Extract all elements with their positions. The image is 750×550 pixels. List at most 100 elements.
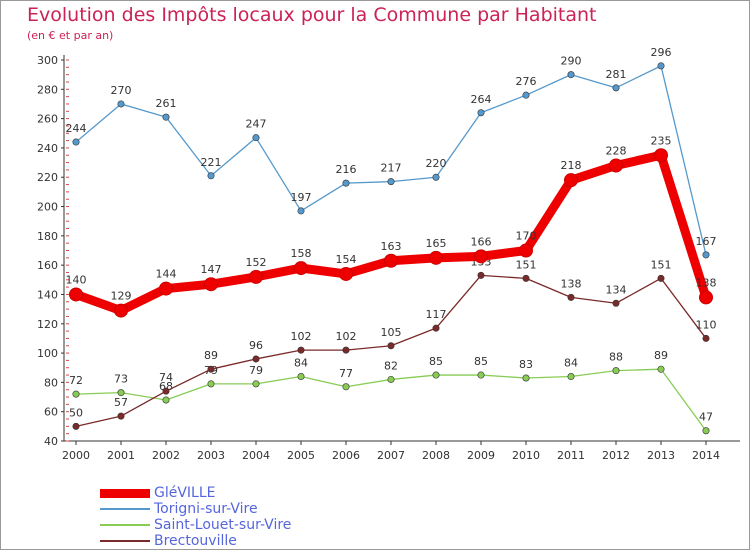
x-tick-label: 2012 [602, 449, 630, 462]
data-label: 57 [114, 396, 128, 409]
data-point [702, 251, 710, 259]
data-point [387, 178, 395, 186]
y-tick-label: 80 [44, 376, 58, 389]
data-label: 79 [249, 364, 263, 377]
data-label: 83 [519, 358, 533, 371]
data-label: 247 [246, 118, 267, 131]
data-label: 270 [111, 84, 132, 97]
y-tick-label: 200 [37, 201, 58, 214]
data-point [339, 266, 353, 281]
data-label: 89 [204, 349, 218, 362]
data-label: 138 [561, 277, 582, 290]
x-tick-label: 2013 [647, 449, 675, 462]
data-point [162, 387, 170, 395]
data-label: 216 [336, 163, 357, 176]
data-point [162, 396, 170, 404]
data-point [72, 390, 80, 398]
data-label: 235 [651, 134, 672, 147]
data-label: 290 [561, 55, 582, 68]
data-point [297, 346, 305, 354]
data-label: 261 [156, 97, 177, 110]
legend-swatch [100, 508, 150, 510]
data-point [609, 158, 623, 173]
data-label: 74 [159, 371, 173, 384]
data-label: 110 [696, 318, 717, 331]
data-point [207, 380, 215, 388]
x-tick-label: 2011 [557, 449, 585, 462]
data-label: 281 [606, 68, 627, 81]
data-label: 77 [339, 367, 353, 380]
data-label: 197 [291, 191, 312, 204]
y-tick-label: 280 [37, 83, 58, 96]
data-label: 296 [651, 46, 672, 59]
data-point [162, 113, 170, 121]
data-label: 84 [564, 357, 578, 370]
data-point [387, 375, 395, 383]
data-label: 88 [609, 351, 623, 364]
data-point [477, 371, 485, 379]
data-label: 85 [474, 355, 488, 368]
data-label: 218 [561, 159, 582, 172]
data-point [702, 427, 710, 435]
data-label: 163 [381, 240, 402, 253]
data-point [432, 173, 440, 181]
data-label: 47 [699, 411, 713, 424]
data-label: 117 [426, 308, 447, 321]
data-point [522, 274, 530, 282]
data-label: 158 [291, 247, 312, 260]
data-label: 140 [66, 273, 87, 286]
data-point [342, 383, 350, 391]
data-point [564, 173, 578, 188]
data-point [522, 91, 530, 99]
y-tick-label: 120 [37, 318, 58, 331]
data-label: 129 [111, 290, 132, 303]
x-tick-label: 2005 [287, 449, 315, 462]
data-point [612, 299, 620, 307]
data-label: 151 [516, 258, 537, 271]
data-label: 276 [516, 75, 537, 88]
data-point [567, 373, 575, 381]
x-tick-label: 2003 [197, 449, 225, 462]
x-tick-label: 2014 [692, 449, 720, 462]
data-label: 220 [426, 157, 447, 170]
data-point [252, 355, 260, 363]
data-point [252, 380, 260, 388]
data-label: 82 [384, 359, 398, 372]
y-tick-label: 240 [37, 142, 58, 155]
line-chart: 40 60 80 100 120 140 160 180 200 220 240 260 280 300 2… [37, 46, 740, 462]
data-point [477, 109, 485, 117]
x-tick-label: 2004 [242, 449, 270, 462]
data-label: 144 [156, 268, 177, 281]
x-tick-label: 2009 [467, 449, 495, 462]
legend-swatch [100, 540, 150, 542]
y-tick-label: 300 [37, 54, 58, 67]
x-tick-label: 2008 [422, 449, 450, 462]
data-point [297, 373, 305, 381]
chart-subtitle: (en € et par an) [27, 29, 114, 42]
data-label: 151 [651, 258, 672, 271]
data-point [657, 62, 665, 70]
data-point [249, 269, 263, 284]
legend-label: Saint-Louet-sur-Vire [154, 517, 292, 533]
data-label: 138 [696, 276, 717, 289]
data-label: 170 [516, 230, 537, 243]
data-point [474, 249, 488, 264]
x-tick-label: 2001 [107, 449, 135, 462]
x-tick-label: 2010 [512, 449, 540, 462]
data-label: 105 [381, 326, 402, 339]
data-point [297, 207, 305, 215]
data-label: 154 [336, 253, 357, 266]
data-label: 221 [201, 156, 222, 169]
x-tick-label: 2006 [332, 449, 360, 462]
data-label: 167 [696, 235, 717, 248]
data-point [702, 334, 710, 342]
data-point [477, 271, 485, 279]
data-label: 165 [426, 237, 447, 250]
legend-label: Torigni-sur-Vire [154, 501, 258, 517]
y-tick-label: 100 [37, 347, 58, 360]
data-point [252, 134, 260, 142]
data-point [72, 138, 80, 146]
data-label: 73 [114, 373, 128, 386]
data-label: 72 [69, 374, 83, 387]
